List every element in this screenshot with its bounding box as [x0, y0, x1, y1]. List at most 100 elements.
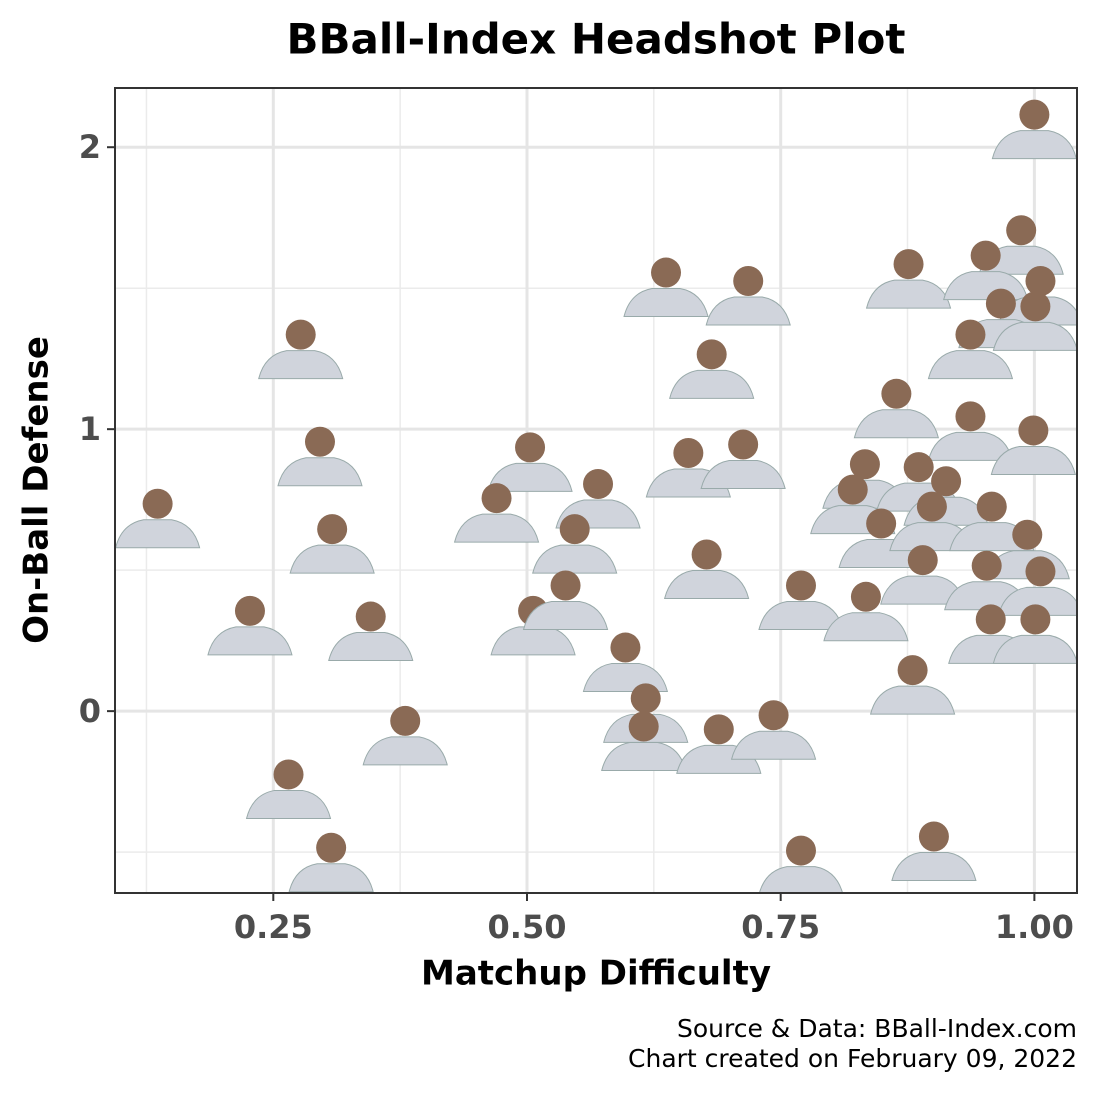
- jersey: [258, 350, 344, 380]
- head: [728, 429, 759, 460]
- head: [758, 700, 789, 731]
- headshot: [758, 835, 844, 893]
- headshot: [245, 759, 332, 819]
- headshot: [623, 257, 709, 318]
- jersey: [362, 736, 448, 766]
- head: [550, 570, 581, 601]
- jersey: [207, 626, 293, 656]
- jersey: [927, 350, 1014, 380]
- headshot: [453, 483, 540, 543]
- head: [975, 604, 1006, 635]
- head: [1012, 519, 1043, 550]
- headshot: [362, 705, 448, 766]
- head: [285, 319, 316, 350]
- head: [610, 632, 641, 663]
- points: [115, 99, 1077, 893]
- jersey: [277, 457, 363, 487]
- headshot: [532, 514, 618, 574]
- head: [317, 514, 348, 545]
- headshot: [823, 581, 909, 642]
- headshot: [700, 429, 786, 490]
- head: [893, 249, 924, 280]
- headshot: [487, 432, 573, 492]
- head: [234, 595, 265, 626]
- head: [1019, 99, 1050, 130]
- headshot: [853, 378, 940, 439]
- head: [316, 832, 347, 863]
- head: [355, 601, 386, 632]
- jersey: [522, 601, 609, 631]
- head: [696, 339, 727, 370]
- head: [1025, 266, 1056, 297]
- head: [1018, 415, 1049, 446]
- jersey: [730, 730, 817, 760]
- headshot: [927, 401, 1014, 461]
- panel-border: [114, 87, 1078, 894]
- headshot: [997, 556, 1077, 616]
- chart-title: BBall-Index Headshot Plot: [287, 15, 906, 64]
- jersey: [865, 279, 952, 309]
- headshot: [115, 488, 201, 549]
- head: [390, 705, 421, 736]
- x-axis-label: Matchup Difficulty: [421, 954, 771, 994]
- jersey: [869, 685, 956, 715]
- head: [985, 288, 1016, 319]
- x-tick-label: 0.25: [234, 908, 313, 946]
- jersey: [115, 519, 201, 549]
- jersey: [328, 632, 414, 662]
- head: [850, 581, 881, 612]
- jersey: [997, 586, 1077, 616]
- jersey: [669, 369, 755, 399]
- jersey: [245, 789, 332, 819]
- head: [1006, 215, 1037, 246]
- head: [583, 469, 614, 500]
- headshot: [582, 632, 669, 693]
- jersey: [601, 742, 687, 772]
- headshot: [927, 319, 1014, 380]
- headshot: [289, 514, 375, 574]
- head: [1020, 291, 1051, 322]
- headshot: [663, 539, 750, 600]
- headshot: [891, 821, 977, 881]
- head: [916, 491, 947, 522]
- caption: Chart created on February 09, 2022: [628, 1044, 1077, 1073]
- head: [971, 550, 1002, 581]
- headshot: [758, 570, 844, 631]
- headshot: [990, 415, 1077, 475]
- head: [304, 426, 335, 457]
- head: [515, 432, 546, 463]
- headshot: [288, 832, 374, 893]
- head: [1025, 556, 1056, 587]
- head: [785, 835, 816, 866]
- head: [673, 438, 704, 469]
- jersey: [453, 513, 540, 543]
- head: [955, 401, 986, 432]
- head: [733, 266, 764, 297]
- headshot: [277, 426, 363, 487]
- y-tick-label: 1: [79, 410, 101, 448]
- headshot: [869, 655, 956, 715]
- head: [1020, 604, 1051, 635]
- head: [955, 319, 986, 350]
- y-tick-label: 2: [79, 128, 101, 166]
- jersey: [992, 321, 1077, 351]
- head: [866, 508, 897, 539]
- headshot: [992, 291, 1077, 351]
- headshot: [705, 266, 791, 326]
- head: [918, 821, 949, 852]
- jersey: [532, 544, 618, 574]
- head: [897, 655, 928, 686]
- y-tick-label: 0: [79, 692, 101, 730]
- head: [703, 714, 734, 745]
- head: [559, 514, 590, 545]
- head: [630, 683, 661, 714]
- jersey: [758, 866, 844, 893]
- jersey: [992, 634, 1077, 664]
- head: [481, 483, 512, 514]
- jersey: [823, 612, 909, 642]
- head: [907, 545, 938, 576]
- jersey: [289, 544, 375, 574]
- head: [970, 240, 1001, 271]
- x-tick-label: 1.00: [995, 908, 1074, 946]
